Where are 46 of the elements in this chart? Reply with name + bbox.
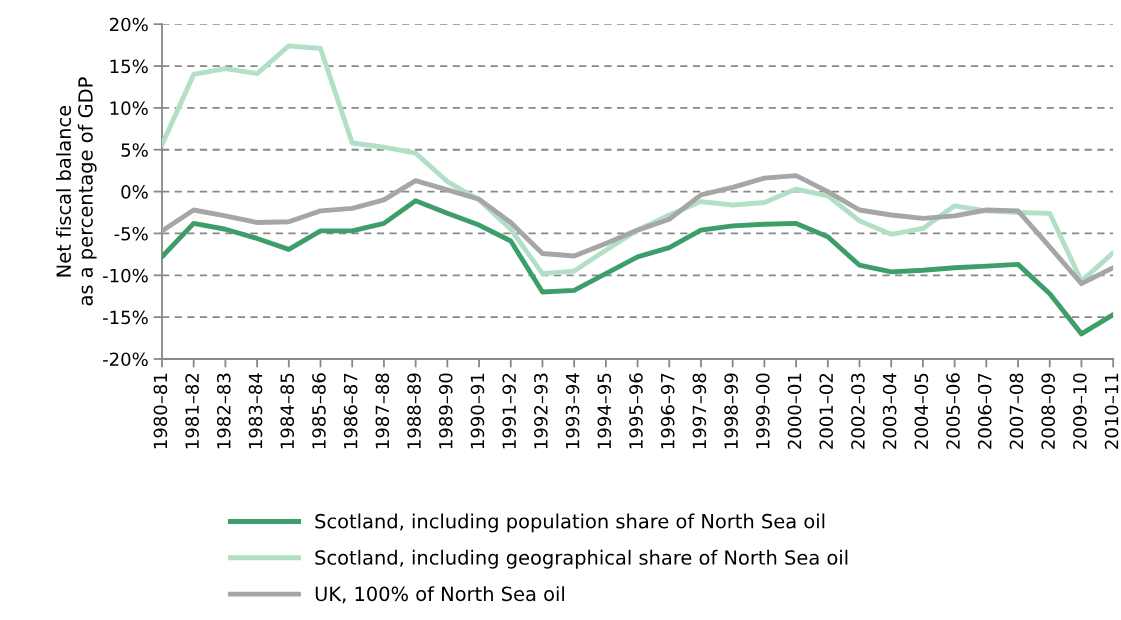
x-tick-label: 1988–89 bbox=[407, 373, 421, 449]
legend-label: Scotland, including geographical share of North Sea oil bbox=[315, 549, 848, 569]
x-tick-label: 1993–94 bbox=[565, 373, 580, 449]
y-tick-label: 5% bbox=[121, 143, 148, 157]
x-tick-label: 1984–85 bbox=[280, 373, 295, 449]
x-tick-label: 2004–05 bbox=[914, 373, 929, 449]
x-tick-label: 1990–91 bbox=[470, 373, 485, 449]
line-series bbox=[161, 173, 1114, 287]
x-tick-label: 2007–08 bbox=[1009, 373, 1024, 449]
x-tick-label: 1995–96 bbox=[629, 373, 643, 449]
x-tick-label: 1983–84 bbox=[248, 373, 263, 449]
x-tick-label: 1982–83 bbox=[216, 373, 231, 449]
x-tick-label: 2010–11 bbox=[1104, 373, 1119, 449]
x-tick-label: 1997–98 bbox=[692, 373, 707, 449]
y-tick-label: 15% bbox=[110, 59, 148, 74]
legend-label: UK, 100% of North Sea oil bbox=[315, 586, 564, 604]
line-series bbox=[161, 198, 1114, 337]
y-tick-label: -10% bbox=[103, 268, 148, 283]
y-tick-label: -5% bbox=[114, 226, 148, 241]
x-tick-label: 1994–95 bbox=[597, 373, 612, 449]
x-tick-label: 1992–93 bbox=[534, 373, 548, 449]
x-tick-label: 2008–09 bbox=[1041, 373, 1055, 449]
y-tick-label: -15% bbox=[103, 310, 148, 325]
x-tick-label: 1985–86 bbox=[312, 373, 326, 449]
y-tick-label: -20% bbox=[103, 352, 148, 367]
x-tick-label: 1981–82 bbox=[185, 373, 199, 449]
x-tick-label: 2005–06 bbox=[946, 373, 960, 449]
x-tick-label: 1987–88 bbox=[375, 373, 390, 449]
x-tick-label: 1989–90 bbox=[438, 373, 453, 449]
x-tick-label: 2001–02 bbox=[819, 373, 834, 449]
x-tick-label: 1991–92 bbox=[502, 373, 516, 449]
x-tick-label: 1980–81 bbox=[153, 373, 168, 449]
y-tick-label: 10% bbox=[110, 101, 148, 115]
x-tick-label: 2009–10 bbox=[1073, 373, 1087, 449]
x-tick-label: 1996–97 bbox=[660, 373, 675, 449]
x-tick-label: 1986–87 bbox=[343, 373, 358, 449]
x-tick-label: 2006–07 bbox=[977, 373, 992, 449]
x-tick-label: 2003–04 bbox=[882, 373, 897, 449]
legend-label: Scotland, including population share of North Sea oil bbox=[315, 513, 825, 533]
y-tick-label: 20% bbox=[109, 17, 148, 32]
x-tick-label: 2002–03 bbox=[851, 373, 865, 449]
y-tick-label: 0% bbox=[121, 185, 148, 199]
x-tick-label: 1999–00 bbox=[755, 373, 770, 449]
x-tick-label: 1998–99 bbox=[724, 373, 738, 449]
x-tick-label: 2000–01 bbox=[787, 373, 802, 449]
y-axis-title: Net fiscal balance as a percentage of GDP bbox=[56, 77, 97, 306]
